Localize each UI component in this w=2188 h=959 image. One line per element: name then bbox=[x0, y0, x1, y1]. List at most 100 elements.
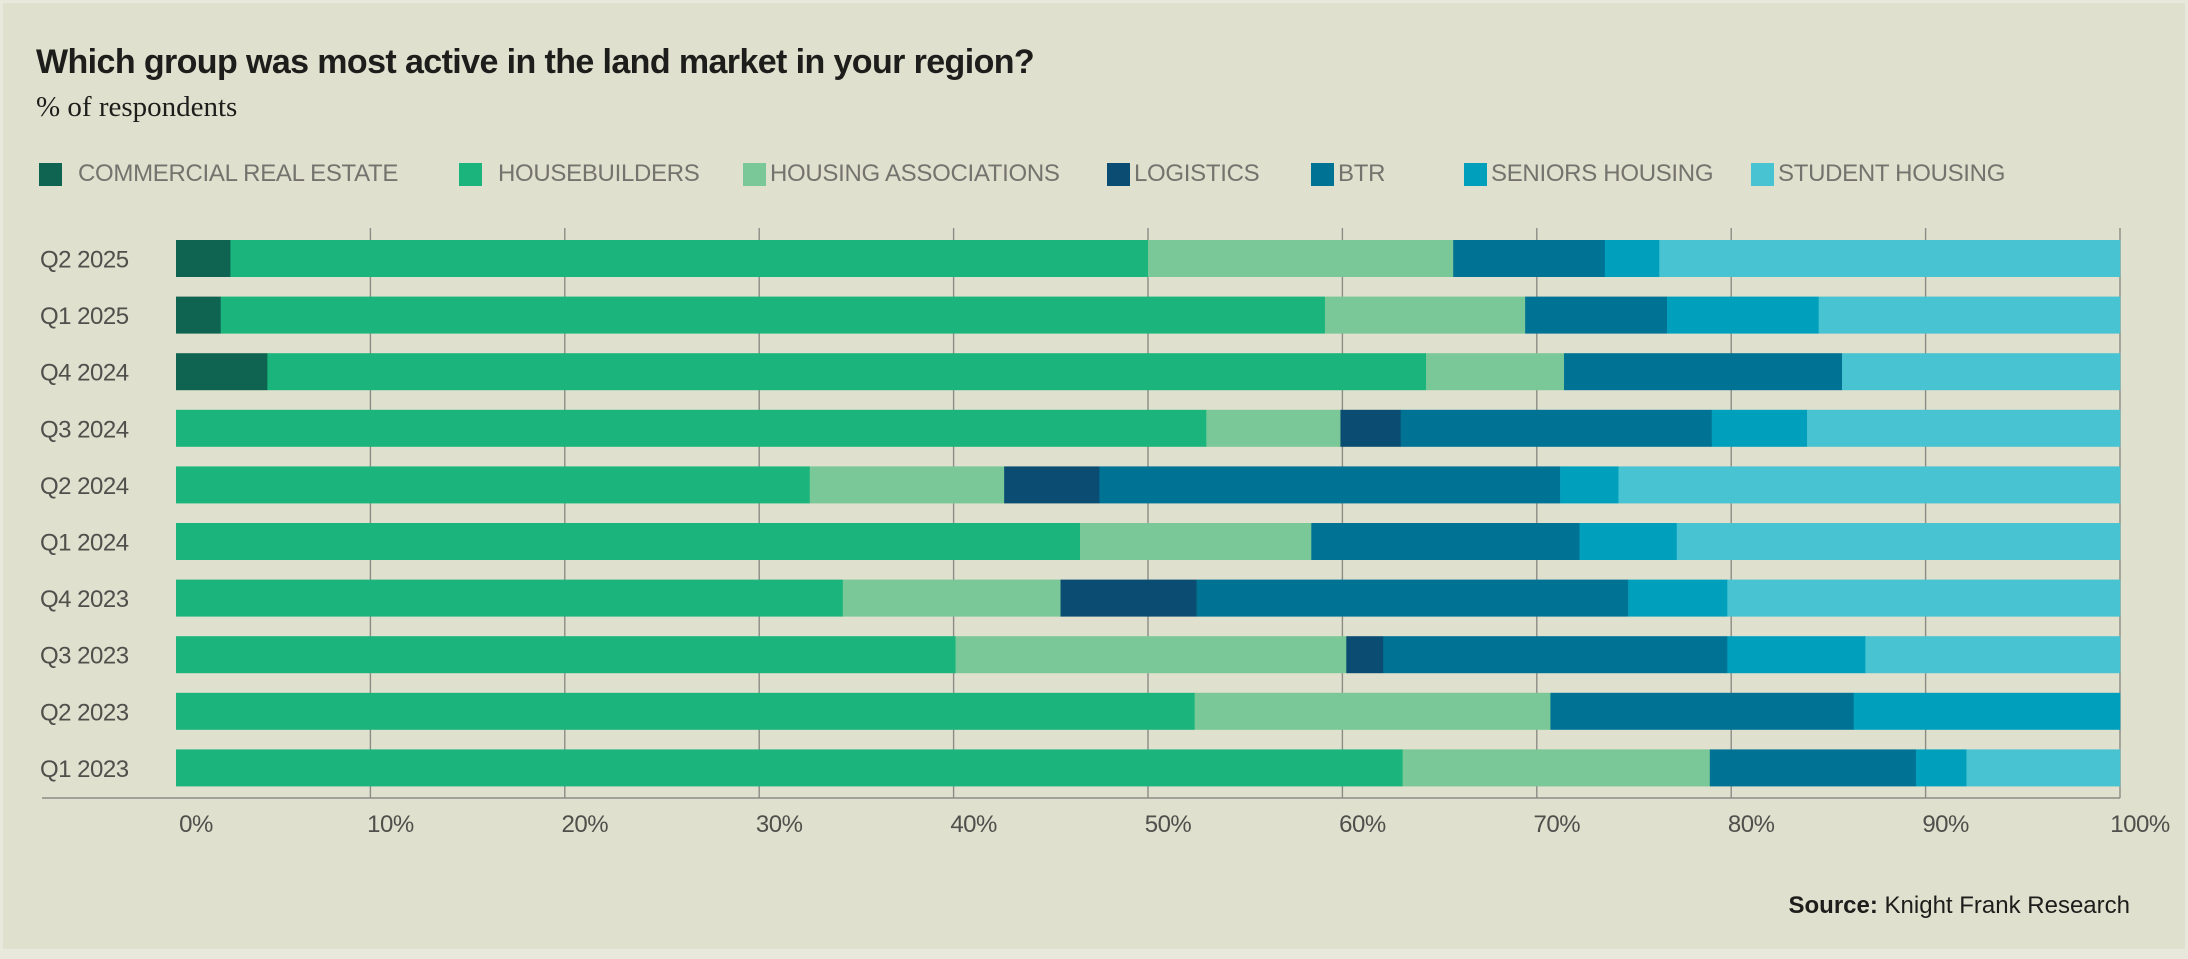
bar-segment bbox=[1425, 353, 1565, 391]
legend-swatch bbox=[1751, 162, 1774, 186]
bar-segment bbox=[1604, 240, 1660, 277]
bar-segment bbox=[176, 409, 1207, 447]
bar-segment bbox=[1099, 466, 1561, 504]
bar-segment bbox=[176, 579, 844, 617]
bar-segment bbox=[1196, 579, 1629, 617]
legend-item: HOUSEBUILDERS bbox=[459, 159, 700, 189]
bar-segment bbox=[1628, 579, 1728, 617]
chart-title: Which group was most active in the land … bbox=[36, 43, 1035, 81]
x-tick-label: 80% bbox=[1728, 811, 1775, 838]
legend-label: BTR bbox=[1338, 160, 1386, 187]
bar-segment bbox=[1206, 409, 1341, 447]
bar-segment bbox=[1618, 466, 2121, 504]
bar-segment bbox=[1311, 523, 1580, 560]
bar-segment bbox=[1915, 749, 1967, 787]
legend-label: STUDENT HOUSING bbox=[1778, 160, 2006, 187]
legend-swatch bbox=[39, 162, 62, 186]
bar-segment bbox=[1842, 353, 2121, 391]
legend-item: BTR bbox=[1311, 159, 1385, 189]
bar-segment bbox=[1564, 353, 1843, 391]
bar-segment bbox=[1727, 579, 2121, 617]
bar-segment bbox=[1079, 523, 1312, 560]
bar-segment bbox=[1865, 636, 2121, 674]
x-tick-label: 100% bbox=[2110, 811, 2170, 838]
x-tick-label: 50% bbox=[1145, 811, 1192, 838]
category-label: Q1 2024 bbox=[40, 530, 129, 557]
bar-segment bbox=[176, 466, 811, 504]
bar-segment bbox=[809, 466, 1005, 504]
category-label: Q2 2025 bbox=[40, 247, 129, 274]
x-tick-label: 90% bbox=[1922, 811, 1969, 838]
bar-segment bbox=[1659, 240, 2121, 277]
bar-segment bbox=[955, 636, 1347, 674]
bar-segment bbox=[176, 240, 231, 277]
bar-segment bbox=[1676, 523, 2121, 560]
bar-segment bbox=[1383, 636, 1728, 674]
bar-segment bbox=[1818, 296, 2121, 334]
bar-segment bbox=[1148, 240, 1454, 277]
bar-segment bbox=[1709, 749, 1917, 787]
legend-swatch bbox=[1107, 162, 1130, 186]
x-tick-label: 10% bbox=[367, 811, 414, 838]
legend-swatch bbox=[743, 162, 766, 186]
category-label: Q1 2025 bbox=[40, 303, 129, 330]
legend-swatch bbox=[459, 162, 482, 186]
bar-segment bbox=[176, 692, 1195, 730]
source-note: Source: Knight Frank Research bbox=[1789, 892, 2130, 920]
category-label: Q3 2024 bbox=[40, 416, 129, 443]
legend-label: COMMERCIAL REAL ESTATE bbox=[78, 160, 399, 187]
source-label: Source: bbox=[1788, 892, 1878, 919]
category-label: Q3 2023 bbox=[40, 643, 129, 670]
bar-segment bbox=[842, 579, 1061, 617]
bar-segment bbox=[1711, 409, 1808, 447]
bar-segment bbox=[1400, 409, 1713, 447]
bar-segment bbox=[176, 523, 1081, 560]
bar-segment bbox=[176, 353, 268, 391]
legend-label: LOGISTICS bbox=[1134, 160, 1260, 187]
bar-segment bbox=[1727, 636, 1866, 674]
bar-segment bbox=[1667, 296, 1819, 334]
bar-segment bbox=[1453, 240, 1606, 277]
bar-segment bbox=[1340, 409, 1402, 447]
bar-segment bbox=[176, 636, 956, 674]
legend-label: SENIORS HOUSING bbox=[1491, 160, 1714, 187]
x-tick-label: 0% bbox=[179, 811, 213, 838]
bar-segment bbox=[230, 240, 1149, 277]
category-label: Q2 2024 bbox=[40, 473, 129, 500]
x-tick-label: 40% bbox=[950, 811, 997, 838]
category-label: Q2 2023 bbox=[40, 699, 129, 726]
bar-segment bbox=[267, 353, 1427, 391]
bar-segment bbox=[1966, 749, 2121, 787]
bar-segment bbox=[1194, 692, 1551, 730]
bar-segment bbox=[176, 296, 222, 334]
bar-segment bbox=[1525, 296, 1668, 334]
legend-item: HOUSING ASSOCIATIONS bbox=[743, 159, 1060, 189]
bar-segment bbox=[220, 296, 1326, 334]
bar-segment bbox=[1060, 579, 1197, 617]
legend-label: HOUSEBUILDERS bbox=[498, 160, 700, 187]
bar-segment bbox=[1346, 636, 1384, 674]
x-tick-label: 70% bbox=[1534, 811, 1581, 838]
bar-segment bbox=[1004, 466, 1100, 504]
legend-swatch bbox=[1311, 162, 1334, 186]
legend-label: HOUSING ASSOCIATIONS bbox=[770, 160, 1060, 187]
legend-item: SENIORS HOUSING bbox=[1464, 159, 1714, 189]
category-label: Q1 2023 bbox=[40, 756, 129, 783]
bar-segment bbox=[176, 749, 1403, 787]
bar-segment bbox=[1807, 409, 2121, 447]
legend-item: LOGISTICS bbox=[1107, 159, 1260, 189]
legend-item: STUDENT HOUSING bbox=[1751, 159, 2005, 189]
chart-subtitle: % of respondents bbox=[36, 91, 238, 123]
bar-segment bbox=[1402, 749, 1711, 787]
x-tick-label: 60% bbox=[1339, 811, 1386, 838]
category-label: Q4 2023 bbox=[40, 586, 129, 613]
bar-segment bbox=[1550, 692, 1854, 730]
source-text: Knight Frank Research bbox=[1877, 892, 2130, 919]
bar-segment bbox=[1853, 692, 2121, 730]
bar-segment bbox=[1579, 523, 1678, 560]
legend-item: COMMERCIAL REAL ESTATE bbox=[39, 159, 398, 189]
x-tick-label: 30% bbox=[756, 811, 803, 838]
bar-segment bbox=[1324, 296, 1526, 334]
bar-segment bbox=[1560, 466, 1619, 504]
